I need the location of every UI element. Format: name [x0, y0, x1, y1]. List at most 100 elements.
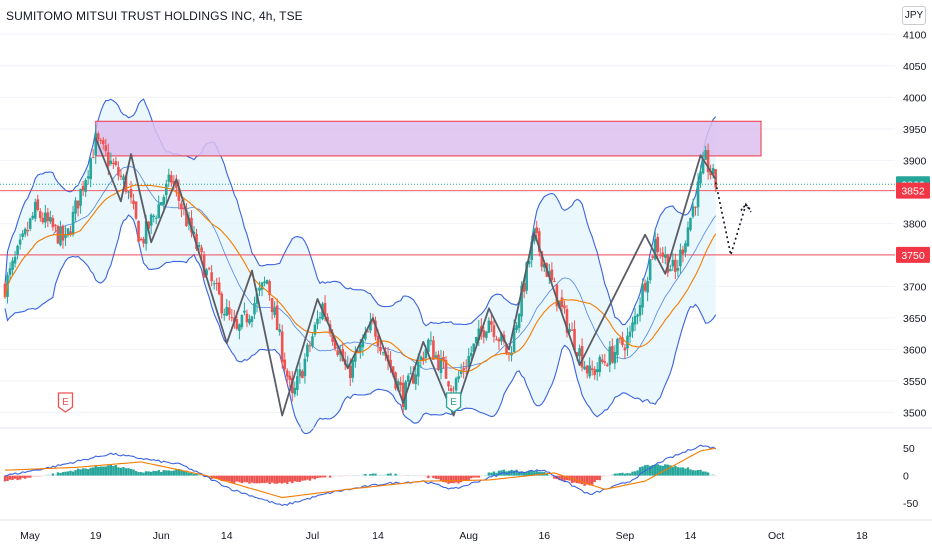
- macd-histogram-bar: [18, 475, 22, 480]
- candle-body: [537, 231, 541, 252]
- candle-body: [74, 200, 77, 214]
- macd-histogram-bar: [480, 475, 483, 477]
- candle-body: [94, 133, 98, 156]
- macd-histogram-bar: [349, 475, 352, 477]
- macd-histogram-bar: [36, 475, 39, 477]
- candle-body: [109, 160, 113, 164]
- macd-histogram-bar: [386, 473, 390, 476]
- macd-histogram-bar: [81, 468, 85, 476]
- candles: [3, 124, 717, 414]
- macd-histogram-bar: [59, 472, 62, 476]
- macd-histogram-bar: [74, 470, 77, 476]
- candle-body: [613, 352, 617, 364]
- macd-histogram-bar: [341, 475, 344, 477]
- candle-body: [175, 182, 178, 188]
- candle-body: [212, 283, 216, 285]
- macd-histogram-bar: [638, 467, 642, 476]
- candle-body: [99, 140, 103, 142]
- macd-histogram-bar: [119, 467, 123, 476]
- macd-histogram-bar: [356, 475, 360, 476]
- macd-histogram-bar: [147, 471, 150, 476]
- candle-body: [603, 361, 607, 363]
- candle-body: [195, 233, 198, 250]
- candle-body: [379, 347, 382, 352]
- macd-histogram-bar: [558, 475, 561, 481]
- price-tick-label: 4000: [903, 92, 927, 104]
- candle-body: [585, 365, 589, 374]
- candle-body: [235, 319, 239, 329]
- macd-histogram-bar: [527, 470, 531, 476]
- candle-body: [376, 336, 380, 346]
- macd-histogram-bar: [23, 475, 27, 479]
- candle-body: [333, 339, 337, 349]
- candle-body: [356, 350, 360, 353]
- price-tick-label: 3650: [903, 313, 927, 325]
- chart-title: SUMITOMO MITSUI TRUST HOLDINGS INC, 4h, …: [6, 9, 303, 23]
- candle-body: [260, 282, 264, 290]
- macd-histogram-bar: [376, 474, 380, 476]
- candle-body: [81, 185, 85, 191]
- currency-badge[interactable]: JPY: [902, 6, 926, 25]
- macd-histogram-bar: [190, 472, 193, 476]
- candle-body: [444, 360, 448, 379]
- candle-body: [79, 188, 82, 206]
- macd-histogram-bar: [575, 475, 579, 484]
- candle-body: [482, 330, 486, 338]
- candle-body: [477, 328, 481, 341]
- candle-body: [303, 358, 307, 377]
- projection-arrowhead: [740, 203, 752, 211]
- candle-body: [396, 380, 400, 391]
- candle-body: [31, 215, 35, 219]
- macd-histogram-bar: [13, 475, 17, 479]
- macd-histogram-bar: [598, 475, 601, 481]
- candle-body: [18, 239, 22, 245]
- macd-histogram-bar: [407, 474, 410, 476]
- macd-histogram-bar: [54, 474, 57, 476]
- candle-body: [159, 202, 163, 206]
- macd-histogram-bar: [192, 473, 196, 476]
- earnings-icon: [445, 392, 462, 413]
- candle-body: [406, 375, 410, 382]
- candle-body: [495, 339, 498, 341]
- macd-histogram-bar: [308, 475, 312, 481]
- time-tick-label: Sep: [616, 530, 635, 542]
- price-tick-label: 4100: [903, 29, 927, 41]
- macd-histogram-bar: [124, 468, 128, 476]
- time-tick-label: 16: [538, 530, 550, 542]
- macd-histogram-bar: [560, 475, 564, 481]
- macd-histogram-bar: [66, 471, 70, 476]
- macd-histogram-bar: [495, 472, 498, 476]
- candle-body: [626, 335, 629, 349]
- candle-body: [709, 171, 712, 175]
- candle-body: [661, 252, 665, 257]
- macd-histogram-bar: [200, 474, 203, 476]
- candle-body: [28, 218, 32, 229]
- candle-body: [210, 272, 213, 282]
- macd-histogram-bar: [679, 467, 682, 476]
- candle-body: [46, 212, 50, 221]
- candle-body: [391, 366, 395, 375]
- time-tick-label: 14: [372, 530, 384, 542]
- macd-histogram-bar: [172, 470, 176, 476]
- macd-histogram-bar: [464, 475, 468, 481]
- macd-histogram-bar: [16, 475, 19, 481]
- candle-body: [669, 269, 672, 272]
- candle-body: [611, 346, 614, 363]
- candle-body: [653, 239, 657, 260]
- macd-histogram-bar: [530, 470, 533, 476]
- candle-body: [278, 329, 281, 332]
- macd-histogram-bar: [8, 475, 12, 480]
- candle-body: [285, 370, 289, 377]
- candle-body: [139, 238, 143, 241]
- time-tick-label: Jun: [153, 530, 170, 542]
- candle-body: [432, 340, 435, 360]
- earnings-label: E: [62, 397, 69, 408]
- candle-body: [454, 378, 458, 391]
- candle-body: [434, 355, 438, 358]
- macd-histogram-bar: [107, 465, 110, 476]
- candle-body: [238, 324, 241, 331]
- candle-body: [643, 282, 647, 291]
- candle-body: [427, 339, 430, 352]
- price-tick-label: 3800: [903, 218, 927, 230]
